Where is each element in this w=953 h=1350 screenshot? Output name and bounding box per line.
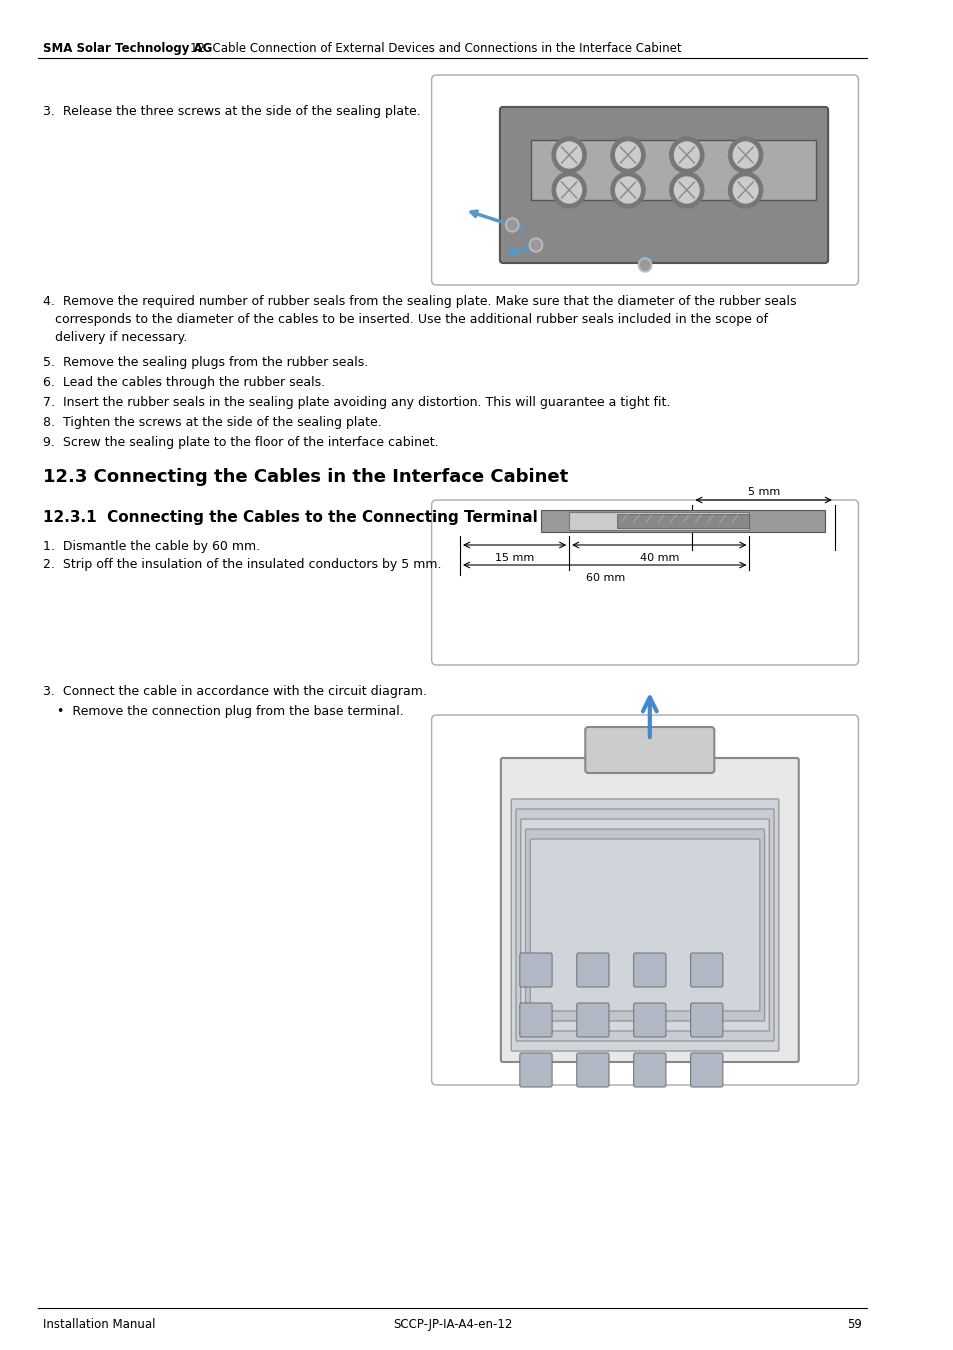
- Circle shape: [552, 136, 586, 173]
- Circle shape: [507, 220, 517, 230]
- Text: 4.  Remove the required number of rubber seals from the sealing plate. Make sure: 4. Remove the required number of rubber …: [43, 296, 796, 308]
- FancyBboxPatch shape: [431, 500, 858, 666]
- Text: 12.3.1  Connecting the Cables to the Connecting Terminal Plate: 12.3.1 Connecting the Cables to the Conn…: [43, 510, 586, 525]
- Bar: [569, 512, 749, 531]
- Text: 3.  Release the three screws at the side of the sealing plate.: 3. Release the three screws at the side …: [43, 105, 420, 117]
- Circle shape: [639, 261, 649, 270]
- FancyBboxPatch shape: [690, 1003, 722, 1037]
- FancyBboxPatch shape: [519, 1053, 552, 1087]
- Text: 8.  Tighten the screws at the side of the sealing plate.: 8. Tighten the screws at the side of the…: [43, 416, 381, 429]
- Circle shape: [529, 238, 542, 252]
- Text: 12  Cable Connection of External Devices and Connections in the Interface Cabine: 12 Cable Connection of External Devices …: [190, 42, 680, 55]
- Circle shape: [674, 177, 699, 202]
- FancyBboxPatch shape: [585, 728, 714, 774]
- Circle shape: [728, 171, 761, 208]
- FancyBboxPatch shape: [516, 809, 773, 1041]
- FancyBboxPatch shape: [500, 757, 798, 1062]
- FancyBboxPatch shape: [577, 1003, 608, 1037]
- FancyBboxPatch shape: [520, 819, 768, 1031]
- FancyBboxPatch shape: [577, 1053, 608, 1087]
- Text: 1.  Dismantle the cable by 60 mm.: 1. Dismantle the cable by 60 mm.: [43, 540, 259, 553]
- Circle shape: [638, 258, 651, 271]
- FancyBboxPatch shape: [519, 953, 552, 987]
- FancyBboxPatch shape: [633, 1003, 665, 1037]
- Text: SMA Solar Technology AG: SMA Solar Technology AG: [43, 42, 212, 55]
- Circle shape: [505, 217, 518, 232]
- Circle shape: [669, 136, 703, 173]
- Circle shape: [674, 142, 699, 167]
- Text: SCCP-JP-IA-A4-en-12: SCCP-JP-IA-A4-en-12: [393, 1318, 512, 1331]
- Circle shape: [557, 142, 581, 167]
- Bar: [616, 514, 749, 528]
- FancyBboxPatch shape: [530, 838, 759, 1011]
- Circle shape: [615, 177, 639, 202]
- Text: 5.  Remove the sealing plugs from the rubber seals.: 5. Remove the sealing plugs from the rub…: [43, 356, 368, 369]
- Polygon shape: [531, 140, 815, 200]
- FancyBboxPatch shape: [690, 1053, 722, 1087]
- Text: 40 mm: 40 mm: [639, 554, 679, 563]
- Text: 7.  Insert the rubber seals in the sealing plate avoiding any distortion. This w: 7. Insert the rubber seals in the sealin…: [43, 396, 669, 409]
- FancyBboxPatch shape: [690, 953, 722, 987]
- FancyBboxPatch shape: [633, 1053, 665, 1087]
- Text: 3.  Connect the cable in accordance with the circuit diagram.: 3. Connect the cable in accordance with …: [43, 684, 426, 698]
- FancyBboxPatch shape: [577, 953, 608, 987]
- FancyBboxPatch shape: [499, 107, 827, 263]
- Text: 5 mm: 5 mm: [747, 487, 779, 497]
- Text: 15 mm: 15 mm: [494, 554, 534, 563]
- Text: delivery if necessary.: delivery if necessary.: [55, 331, 187, 344]
- Text: 60 mm: 60 mm: [585, 572, 624, 583]
- FancyBboxPatch shape: [431, 716, 858, 1085]
- Circle shape: [669, 171, 703, 208]
- Text: •  Remove the connection plug from the base terminal.: • Remove the connection plug from the ba…: [57, 705, 403, 718]
- Circle shape: [615, 142, 639, 167]
- Text: 2.  Strip off the insulation of the insulated conductors by 5 mm.: 2. Strip off the insulation of the insul…: [43, 558, 440, 571]
- FancyBboxPatch shape: [511, 799, 778, 1052]
- Circle shape: [557, 177, 581, 202]
- FancyBboxPatch shape: [525, 829, 763, 1021]
- FancyBboxPatch shape: [633, 953, 665, 987]
- Circle shape: [610, 171, 644, 208]
- Circle shape: [728, 136, 761, 173]
- FancyBboxPatch shape: [431, 76, 858, 285]
- Text: Installation Manual: Installation Manual: [43, 1318, 155, 1331]
- Bar: [540, 510, 824, 532]
- Circle shape: [552, 171, 586, 208]
- Text: corresponds to the diameter of the cables to be inserted. Use the additional rub: corresponds to the diameter of the cable…: [55, 313, 767, 325]
- Circle shape: [610, 136, 644, 173]
- Text: 12.3 Connecting the Cables in the Interface Cabinet: 12.3 Connecting the Cables in the Interf…: [43, 468, 567, 486]
- Text: 59: 59: [846, 1318, 862, 1331]
- Circle shape: [733, 177, 757, 202]
- FancyBboxPatch shape: [519, 1003, 552, 1037]
- Text: 6.  Lead the cables through the rubber seals.: 6. Lead the cables through the rubber se…: [43, 377, 324, 389]
- Circle shape: [531, 240, 540, 250]
- Circle shape: [733, 142, 757, 167]
- Text: 9.  Screw the sealing plate to the floor of the interface cabinet.: 9. Screw the sealing plate to the floor …: [43, 436, 437, 450]
